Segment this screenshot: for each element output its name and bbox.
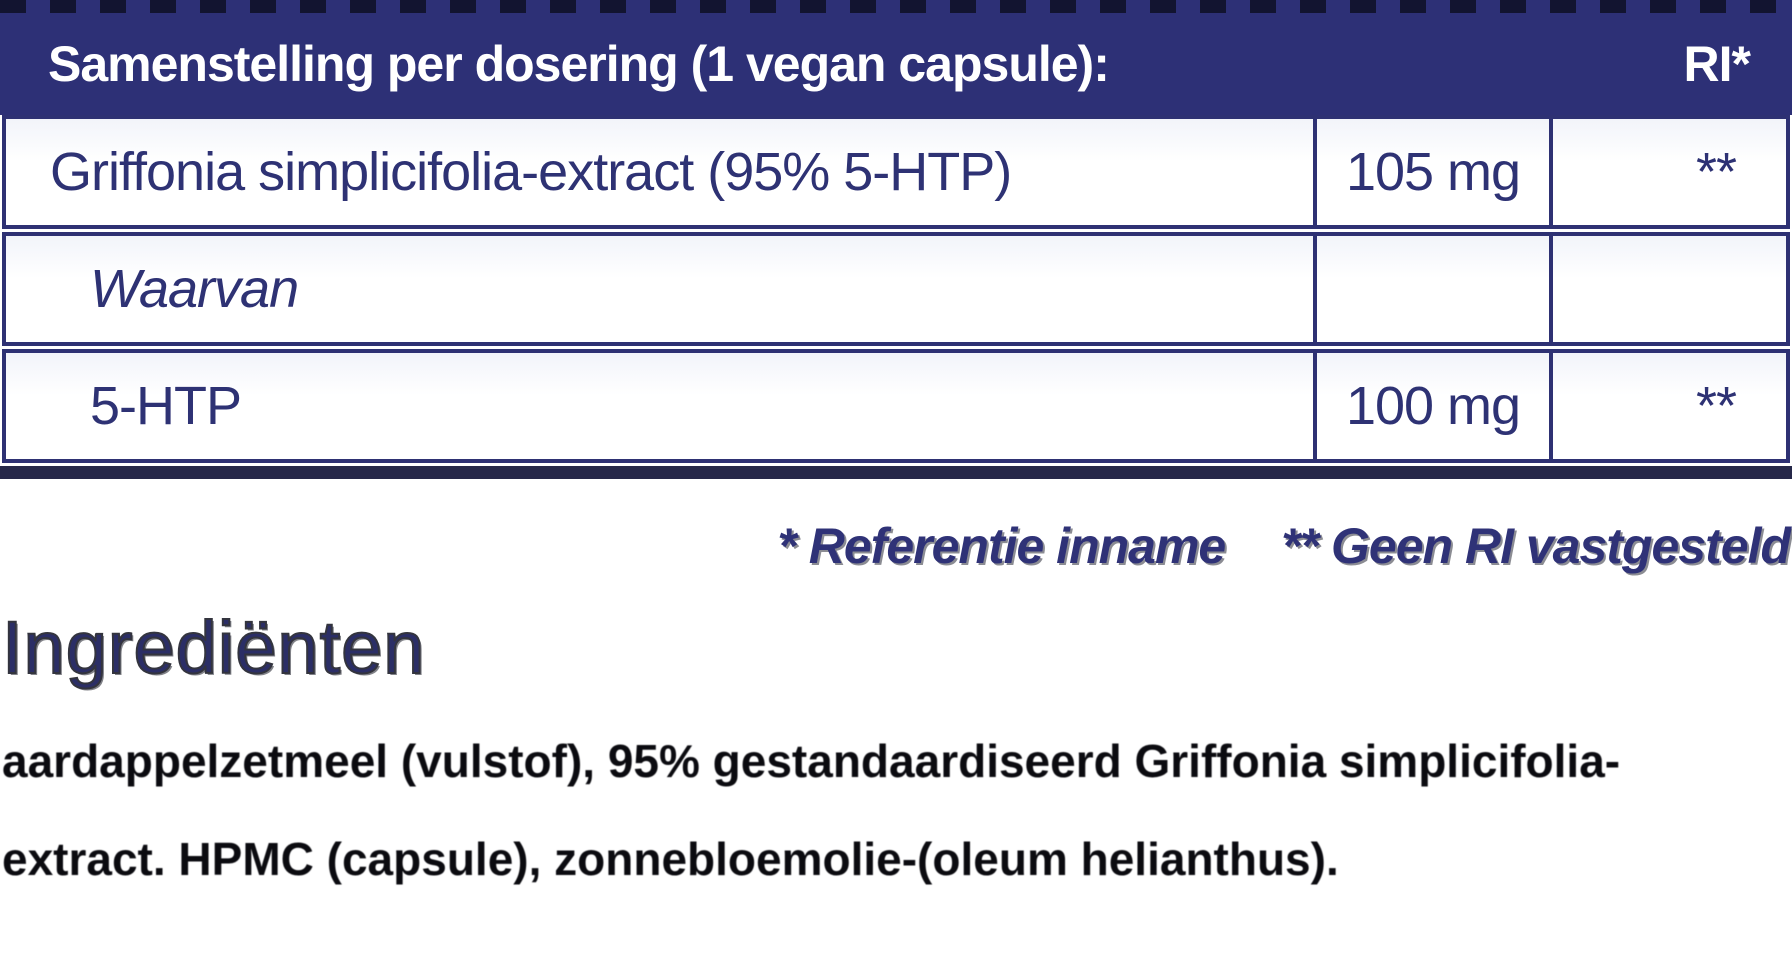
table-row-5htp: 5-HTP 100 mg ** [2, 349, 1790, 463]
ingredient-name: Waarvan [90, 259, 299, 319]
table-row-griffonia-extract: Griffonia simplicifolia-extract (95% 5-H… [2, 115, 1790, 229]
table-bottom-rule [0, 466, 1792, 479]
ingredients-line-2: extract. HPMC (capsule), zonnebloemolie-… [2, 833, 1339, 885]
ingredient-name: Griffonia simplicifolia-extract (95% 5-H… [50, 142, 1012, 202]
table-row-waarvan: Waarvan [2, 232, 1790, 346]
top-crop-strip [0, 0, 1792, 13]
ingredient-amount: 100 mg [1313, 353, 1549, 459]
ingredients-paragraph: aardappelzetmeel (vulstof), 95% gestanda… [2, 712, 1792, 908]
footnote-reference-intake: * Referentie inname [777, 518, 1226, 574]
ingredient-amount: 105 mg [1313, 119, 1549, 225]
ingredient-ri-value: ** [1549, 353, 1786, 459]
ingredient-name: 5-HTP [90, 376, 242, 436]
footnote-no-ri: ** Geen RI vastgesteld [1281, 518, 1791, 574]
ingredient-ri-value [1549, 236, 1786, 342]
footnotes-line: * Referentie inname ** Geen RI vastgestel… [0, 517, 1792, 575]
ri-column-header: RI* [1683, 36, 1751, 92]
table-title: Samenstelling per dosering (1 vegan caps… [48, 36, 1110, 92]
composition-table: Griffonia simplicifolia-extract (95% 5-H… [2, 115, 1790, 463]
composition-table-header: Samenstelling per dosering (1 vegan caps… [0, 13, 1792, 115]
ingredients-heading: Ingrediënten [1, 605, 426, 690]
ingredients-line-1: aardappelzetmeel (vulstof), 95% gestanda… [2, 735, 1621, 787]
ingredient-amount [1313, 236, 1549, 342]
ingredient-ri-value: ** [1549, 119, 1786, 225]
